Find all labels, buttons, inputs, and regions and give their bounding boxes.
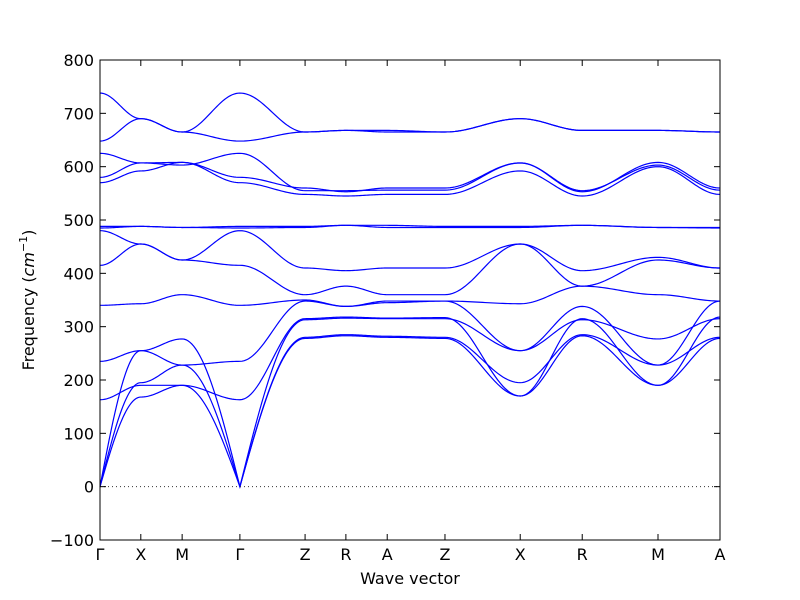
band-line-2 (99, 334, 721, 489)
y-axis-title-main: Frequency ( (19, 276, 38, 370)
band-line-5 (99, 300, 721, 366)
band-line-4 (99, 316, 721, 401)
band-line-8 (99, 230, 721, 272)
x-tick-label: R (340, 545, 351, 564)
x-tick-label: Z (439, 545, 450, 564)
y-tick-label: 100 (63, 424, 94, 443)
y-tick-label: 400 (63, 264, 94, 283)
y-tick-label: 800 (63, 51, 94, 70)
y-axis-title: Frequency (cm−1) (17, 230, 38, 371)
x-tick-label: A (382, 545, 393, 564)
y-tick-label: 200 (63, 371, 94, 390)
plot-frame (99, 59, 721, 541)
x-axis-title: Wave vector (360, 569, 460, 588)
x-tick-label: X (515, 545, 526, 564)
band-line-10 (100, 224, 720, 229)
y-tick-label: 300 (63, 318, 94, 337)
y-axis-title-close: ) (19, 230, 38, 236)
band-line-15 (99, 92, 720, 133)
x-tick-label: R (577, 545, 588, 564)
x-tick-label: Γ (235, 545, 244, 564)
y-tick-label: 0 (84, 478, 94, 497)
band-line-13 (99, 152, 721, 192)
y-tick-label: −100 (50, 531, 94, 550)
y-axis-title-exponent: −1 (17, 236, 30, 252)
x-tick-label: X (135, 545, 146, 564)
band-lines (99, 92, 721, 489)
band-line-1 (99, 335, 721, 489)
y-tick-label: 500 (63, 211, 94, 230)
x-tick-label: Z (300, 545, 311, 564)
band-line-6 (100, 285, 721, 308)
x-tick-label: M (651, 545, 665, 564)
y-tick-label: 600 (63, 158, 94, 177)
y-axis-ticks: −100 0 100 200 300 400 500 600 700 800 (50, 51, 720, 550)
y-axis-title-unit: cm (19, 252, 38, 276)
band-line-3 (99, 317, 721, 487)
x-tick-label: M (175, 545, 189, 564)
x-tick-label: Γ (96, 545, 105, 564)
y-tick-label: 700 (63, 104, 94, 123)
x-tick-label: A (715, 545, 726, 564)
